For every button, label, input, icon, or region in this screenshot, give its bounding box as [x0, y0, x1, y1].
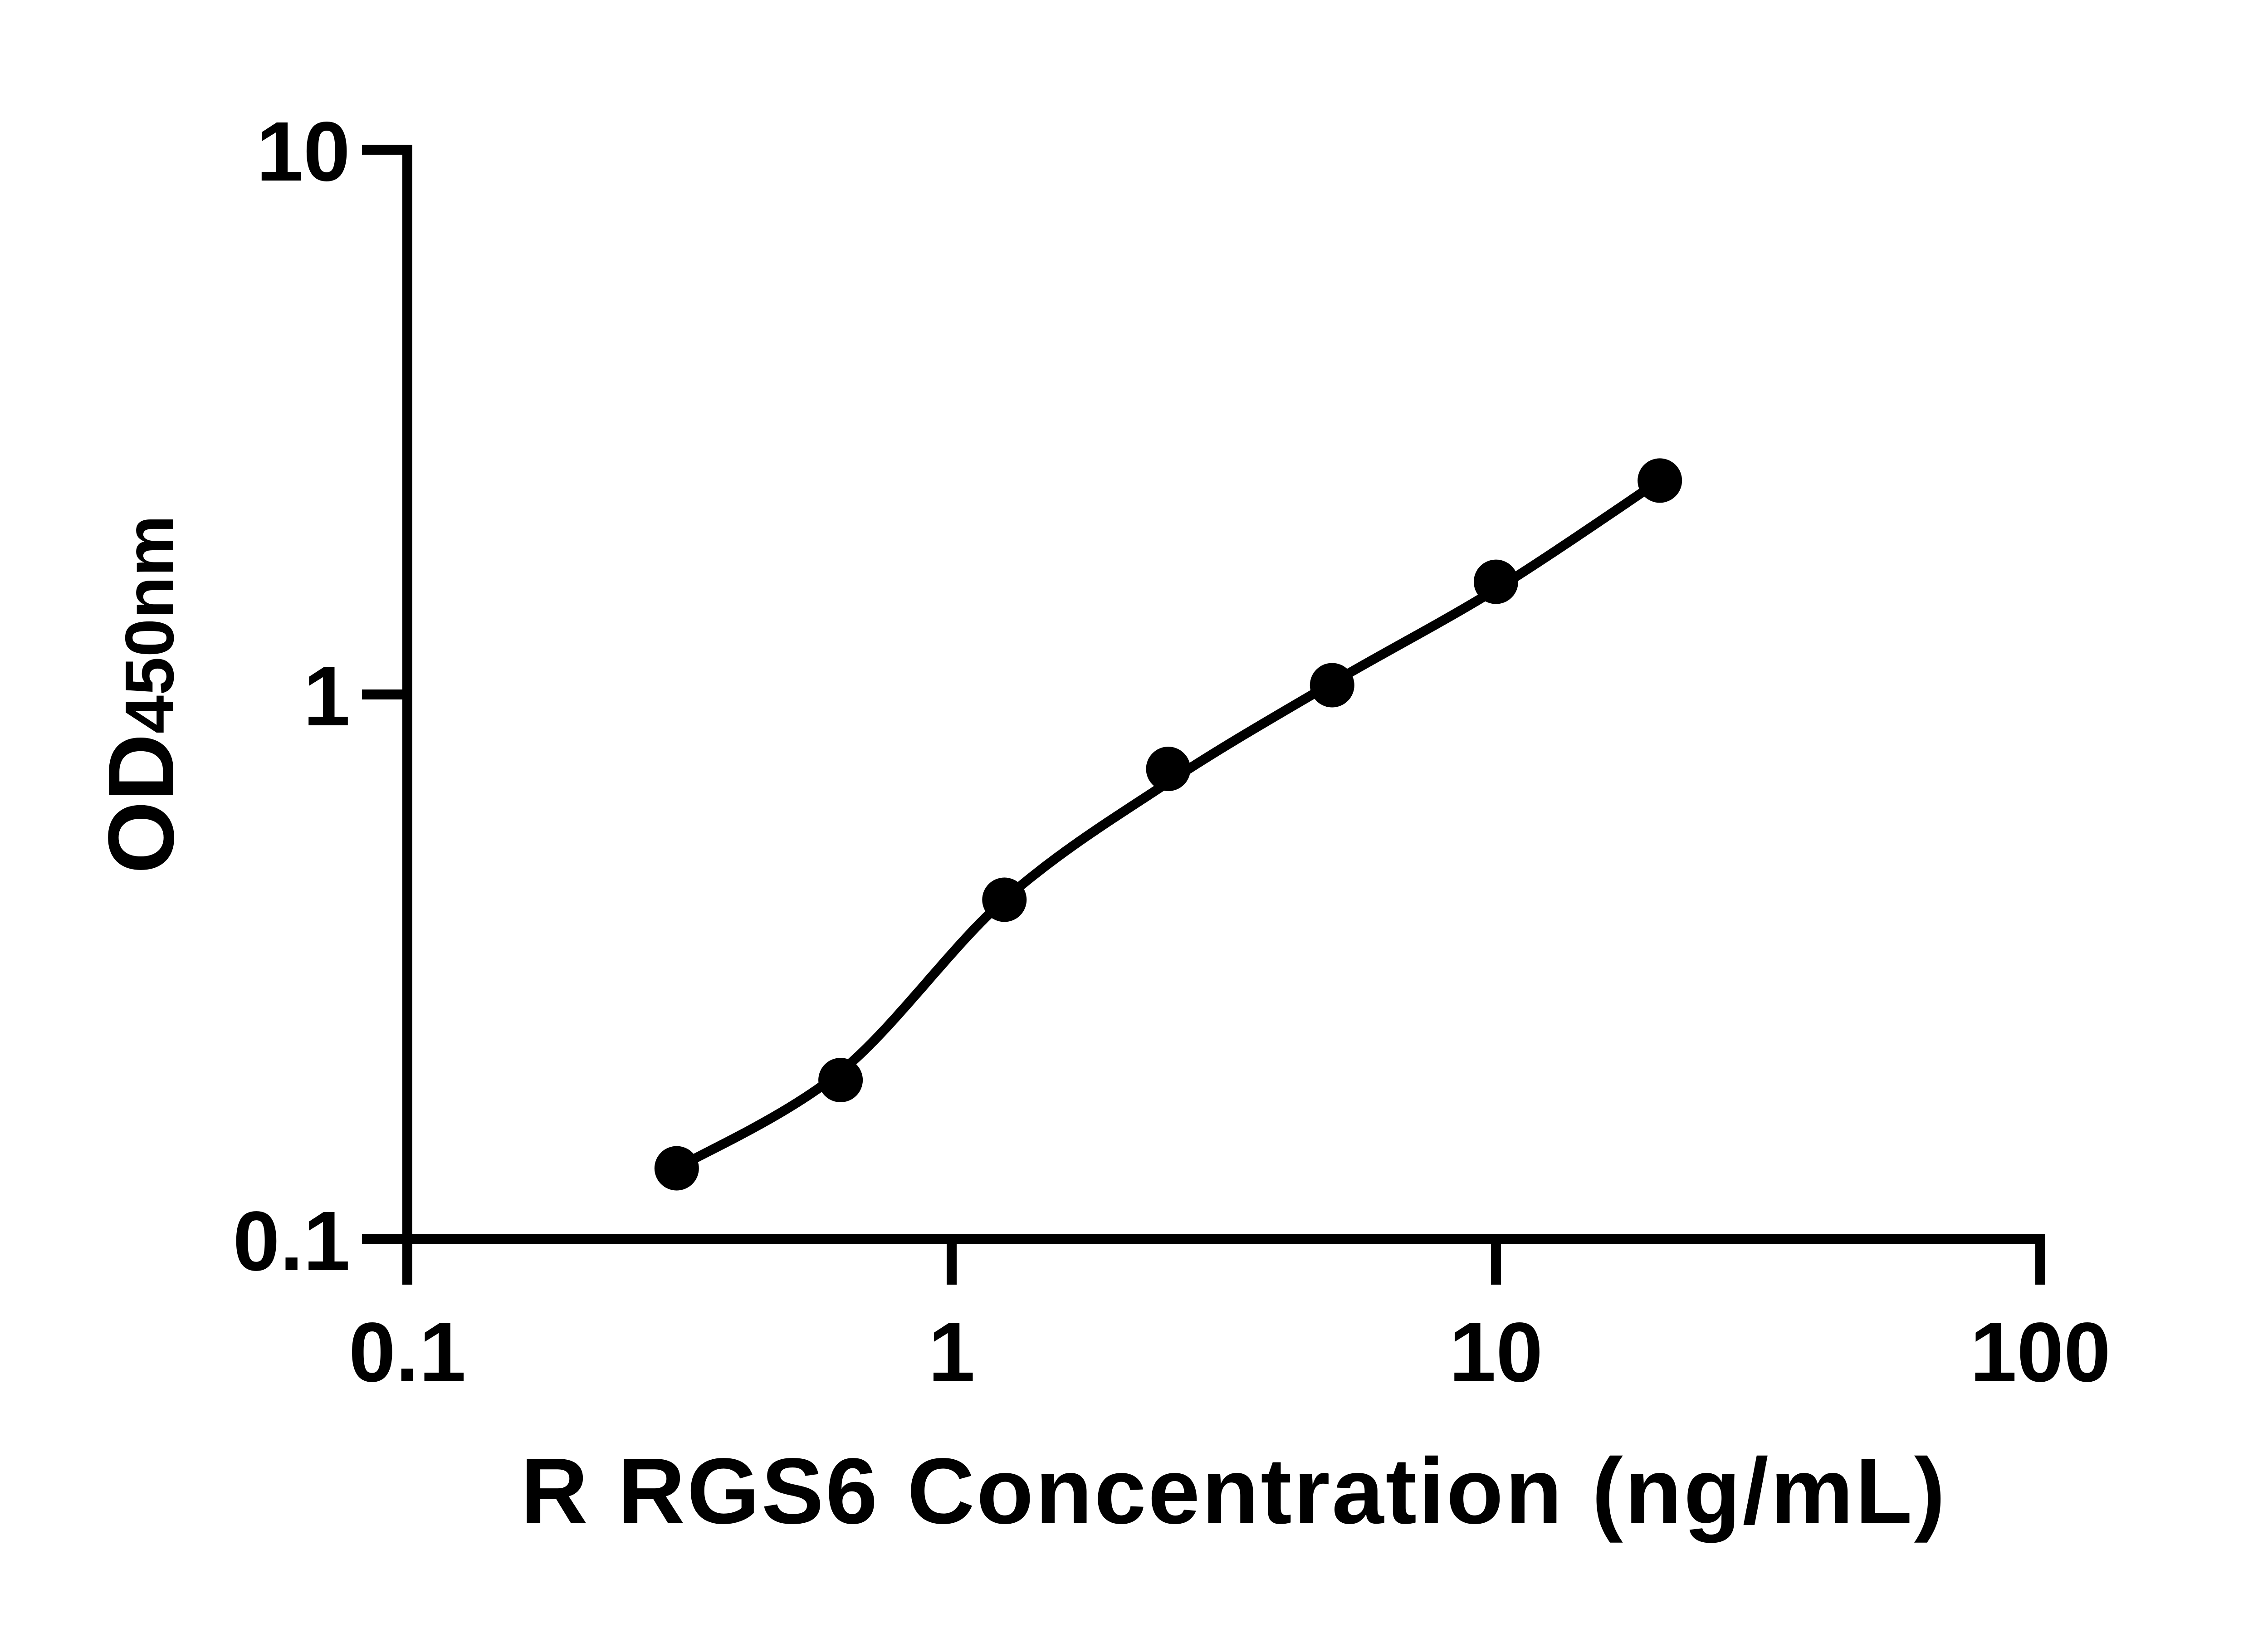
y-axis-title: OD450nm	[89, 515, 193, 874]
data-point	[1310, 663, 1354, 708]
x-tick-label: 1	[928, 1305, 975, 1399]
x-tick-label: 0.1	[349, 1305, 466, 1399]
data-point	[982, 877, 1027, 922]
y-axis-title-sub: 450nm	[111, 515, 188, 734]
x-tick-label: 10	[1449, 1305, 1543, 1399]
data-point	[654, 1146, 699, 1191]
y-tick-label: 1	[303, 650, 350, 743]
data-point	[1474, 559, 1518, 604]
x-tick-label: 100	[1970, 1305, 2111, 1399]
data-point	[1637, 458, 1682, 503]
data-point	[818, 1058, 863, 1102]
y-tick-label: 0.1	[233, 1194, 350, 1288]
x-axis-title: R RGS6 Concentration (ng/mL)	[521, 1439, 1947, 1543]
data-point	[1146, 747, 1191, 792]
plot-area: 0.1 1 10 100 0.1 1 10	[233, 105, 2111, 1399]
y-tick-label: 10	[256, 105, 350, 199]
y-axis-title-main: OD	[89, 733, 193, 874]
